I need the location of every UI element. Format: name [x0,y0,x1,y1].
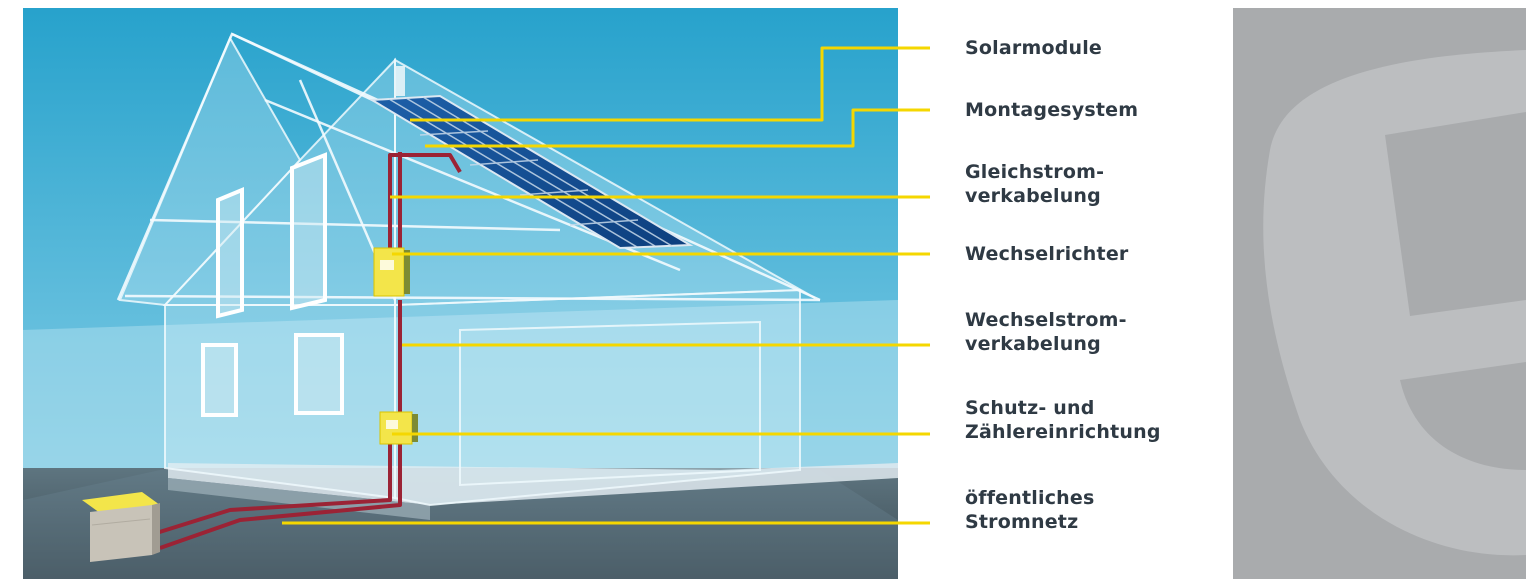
label-gleichstromverkabelung: Gleichstrom- verkabelung [965,160,1104,208]
house-illustration [23,8,898,579]
brand-logo-shape [1263,50,1526,556]
label-stromnetz: öffentliches Stromnetz [965,486,1095,534]
leader-lines [282,46,930,525]
label-wechselrichter: Wechselrichter [965,242,1128,266]
label-text-line2: verkabelung [965,185,1101,207]
brand-panel [1233,8,1526,579]
label-text-line1: Schutz- und [965,397,1095,419]
label-text: Wechselrichter [965,243,1129,265]
label-text-line1: Wechselstrom- [965,309,1127,331]
label-text-line1: öffentliches [965,487,1095,509]
label-text-line2: Zählereinrichtung [965,421,1161,443]
label-solarmodule: Solarmodule [965,36,1102,60]
leader-line-montagesystem [425,108,930,148]
label-text-line1: Gleichstrom- [965,161,1105,183]
label-wechselstromverkabelung: Wechselstrom- verkabelung [965,308,1127,356]
solar-panels [368,94,694,250]
label-text-line2: verkabelung [965,333,1101,355]
label-text: Solarmodule [965,37,1103,59]
windows [201,152,344,417]
chimney [394,66,405,96]
leader-line-solarmodule [410,46,930,122]
grid-box [82,492,160,562]
inverter-box [373,247,410,297]
label-schutz-zaehler: Schutz- und Zählereinrichtung [965,396,1161,444]
label-area [898,8,1233,579]
floor-slab [168,463,898,505]
label-montagesystem: Montagesystem [965,98,1138,122]
label-text: Montagesystem [965,99,1139,121]
label-text-line2: Stromnetz [965,511,1079,533]
meter-box [379,411,418,445]
